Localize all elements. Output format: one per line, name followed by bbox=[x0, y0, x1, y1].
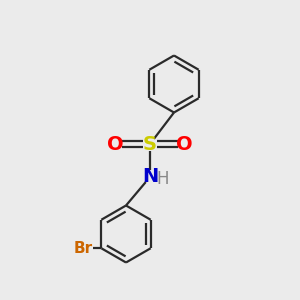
Text: S: S bbox=[143, 134, 157, 154]
Text: N: N bbox=[142, 167, 158, 187]
Text: O: O bbox=[176, 134, 193, 154]
Text: H: H bbox=[156, 169, 169, 188]
Text: O: O bbox=[107, 134, 124, 154]
Text: Br: Br bbox=[74, 241, 93, 256]
